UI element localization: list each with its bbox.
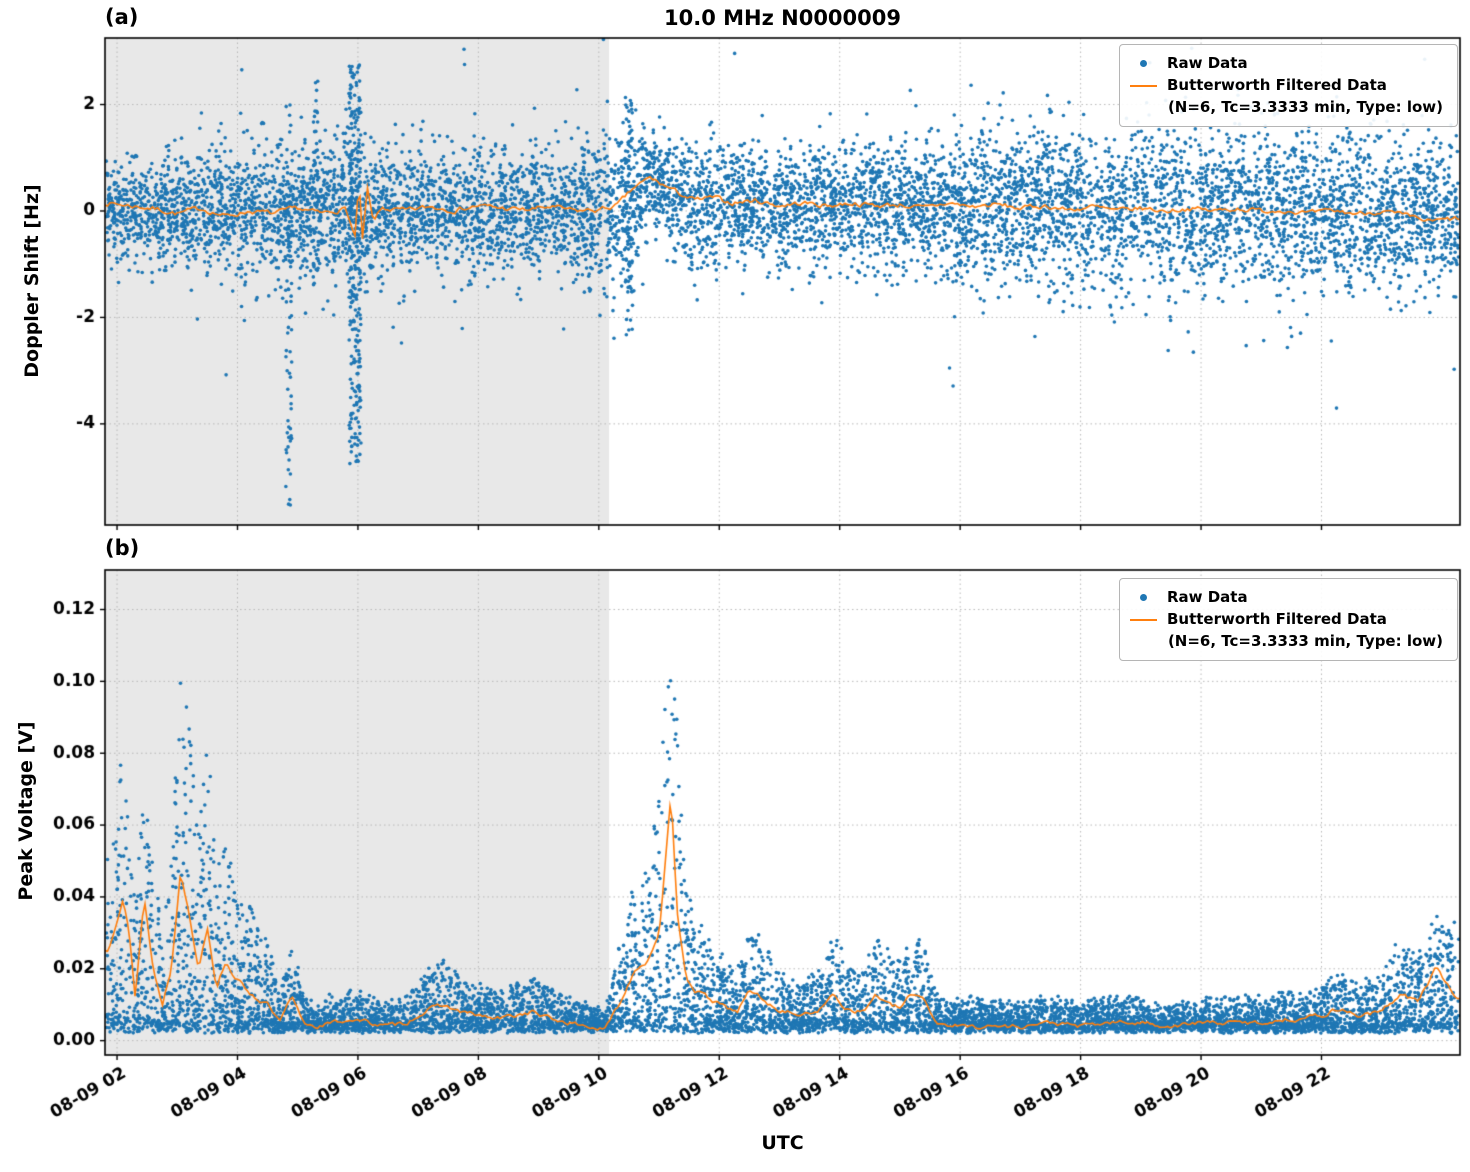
raw-data-marker-icon <box>1139 594 1147 602</box>
legend-item-filtered: Butterworth Filtered Data <box>1129 75 1443 97</box>
legend-filtered-label-2: (N=6, Tc=3.3333 min, Type: low) <box>1167 631 1443 650</box>
legend-filtered-label-2: (N=6, Tc=3.3333 min, Type: low) <box>1167 97 1443 116</box>
legend-item-raw: Raw Data <box>1130 587 1443 609</box>
ylabel-peak-voltage: Peak Voltage [V] <box>15 721 37 901</box>
legend-filtered-label-1: Butterworth Filtered Data <box>1166 75 1387 94</box>
legend-item-filtered-cont: (N=6, Tc=3.3333 min, Type: low) <box>1168 631 1443 653</box>
legend-panel-a: Raw Data Butterworth Filtered Data (N=6,… <box>1118 44 1458 128</box>
legend-item-raw: Raw Data <box>1130 53 1443 75</box>
figure-title: 10.0 MHz N0000009 <box>664 6 901 30</box>
legend-filtered-label-1: Butterworth Filtered Data <box>1166 609 1387 628</box>
panel-a-label: (a) <box>105 5 139 29</box>
xlabel-utc: UTC <box>761 1132 804 1154</box>
legend-item-filtered-cont: (N=6, Tc=3.3333 min, Type: low) <box>1168 97 1443 119</box>
ylabel-doppler-shift: Doppler Shift [Hz] <box>21 184 43 378</box>
raw-data-marker-icon <box>1139 60 1147 68</box>
legend-item-filtered: Butterworth Filtered Data <box>1129 609 1443 631</box>
legend-raw-label: Raw Data <box>1166 54 1248 72</box>
filtered-line-marker-icon <box>1129 84 1157 87</box>
legend-panel-b: Raw Data Butterworth Filtered Data (N=6,… <box>1118 578 1458 662</box>
filtered-line-marker-icon <box>1129 618 1157 621</box>
panel-b-label: (b) <box>105 536 140 560</box>
legend-raw-label: Raw Data <box>1166 588 1248 606</box>
